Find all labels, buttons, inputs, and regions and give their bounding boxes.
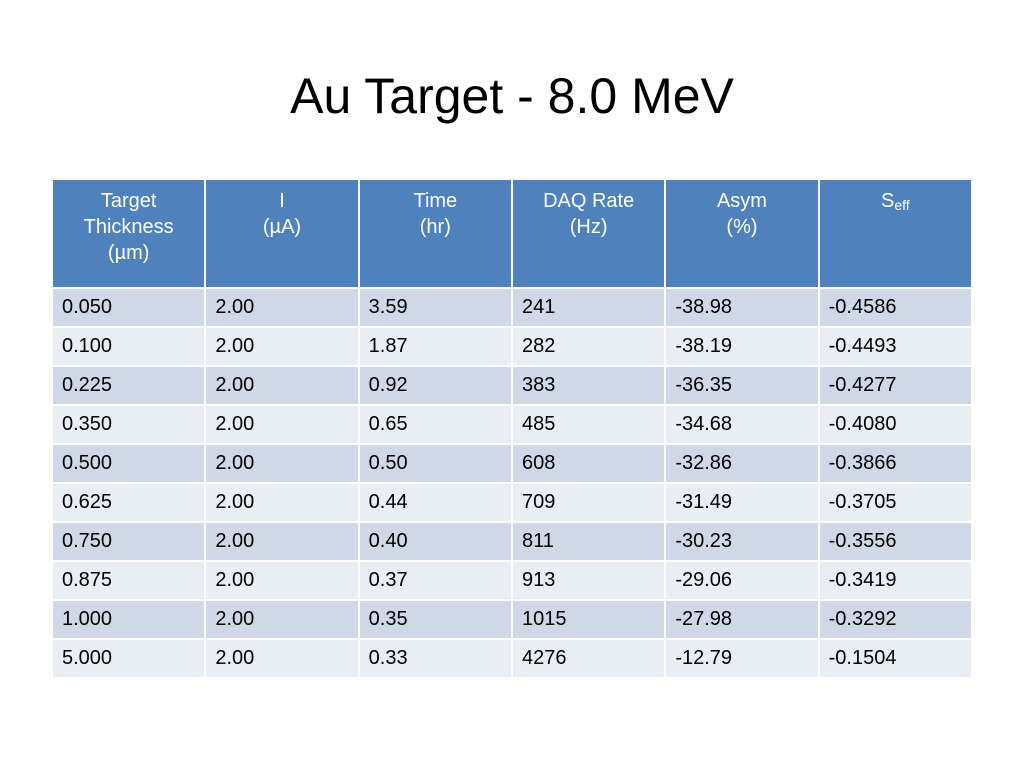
cell-s-eff: -0.4586 [817, 287, 974, 328]
cell-target-thickness: 0.225 [50, 365, 207, 406]
cell-time: 1.87 [357, 326, 513, 367]
cell-asym: -27.98 [664, 599, 820, 640]
table-row: 0.500 2.00 0.50 608 -32.86 -0.3866 [50, 443, 974, 484]
cell-time: 3.59 [357, 287, 513, 328]
cell-asym: -38.19 [664, 326, 820, 367]
cell-asym: -32.86 [664, 443, 820, 484]
cell-target-thickness: 0.625 [50, 482, 207, 523]
cell-daq-rate: 709 [510, 482, 667, 523]
cell-time: 0.35 [357, 599, 513, 640]
cell-time: 0.44 [357, 482, 513, 523]
table-row: 0.875 2.00 0.37 913 -29.06 -0.3419 [50, 560, 974, 601]
table-header: Target Thickness (µm) I (µA) Time (hr) D… [50, 178, 974, 289]
cell-daq-rate: 4276 [510, 638, 667, 679]
cell-daq-rate: 1015 [510, 599, 667, 640]
cell-s-eff: -0.3292 [817, 599, 974, 640]
cell-target-thickness: 0.050 [50, 287, 207, 328]
cell-daq-rate: 241 [510, 287, 667, 328]
cell-s-eff: -0.3419 [817, 560, 974, 601]
table-row: 0.350 2.00 0.65 485 -34.68 -0.4080 [50, 404, 974, 445]
cell-target-thickness: 1.000 [50, 599, 207, 640]
table-row: 1.000 2.00 0.35 1015 -27.98 -0.3292 [50, 599, 974, 640]
header-line: I [279, 190, 285, 212]
col-header-target-thickness: Target Thickness (µm) [50, 178, 207, 289]
cell-daq-rate: 485 [510, 404, 667, 445]
cell-target-thickness: 0.100 [50, 326, 207, 367]
header-line: Target [100, 190, 157, 212]
header-line: Asym [716, 190, 767, 212]
cell-time: 0.65 [357, 404, 513, 445]
cell-s-eff: -0.4277 [817, 365, 974, 406]
table-row: 5.000 2.00 0.33 4276 -12.79 -0.1504 [50, 638, 974, 679]
cell-time: 0.40 [357, 521, 513, 562]
cell-s-eff: -0.4493 [817, 326, 974, 367]
cell-asym: -12.79 [664, 638, 820, 679]
cell-current: 2.00 [204, 482, 360, 523]
cell-time: 0.92 [357, 365, 513, 406]
cell-s-eff: -0.1504 [817, 638, 974, 679]
header-line: DAQ Rate [543, 190, 635, 212]
col-header-s-eff: Seff [817, 178, 974, 289]
cell-target-thickness: 0.350 [50, 404, 207, 445]
header-line: Time [413, 190, 458, 212]
cell-daq-rate: 811 [510, 521, 667, 562]
cell-asym: -30.23 [664, 521, 820, 562]
cell-target-thickness: 0.875 [50, 560, 207, 601]
cell-current: 2.00 [204, 326, 360, 367]
cell-daq-rate: 383 [510, 365, 667, 406]
header-line: (µA) [262, 216, 302, 238]
cell-current: 2.00 [204, 287, 360, 328]
cell-asym: -36.35 [664, 365, 820, 406]
cell-time: 0.50 [357, 443, 513, 484]
cell-current: 2.00 [204, 560, 360, 601]
data-table: Target Thickness (µm) I (µA) Time (hr) D… [50, 178, 974, 679]
table-row: 0.625 2.00 0.44 709 -31.49 -0.3705 [50, 482, 974, 523]
header-line: (µm) [107, 242, 150, 264]
cell-target-thickness: 0.500 [50, 443, 207, 484]
cell-time: 0.37 [357, 560, 513, 601]
col-header-asym: Asym (%) [664, 178, 820, 289]
header-row: Target Thickness (µm) I (µA) Time (hr) D… [50, 178, 974, 289]
cell-daq-rate: 913 [510, 560, 667, 601]
cell-target-thickness: 5.000 [50, 638, 207, 679]
cell-time: 0.33 [357, 638, 513, 679]
cell-daq-rate: 608 [510, 443, 667, 484]
cell-asym: -34.68 [664, 404, 820, 445]
cell-current: 2.00 [204, 365, 360, 406]
cell-current: 2.00 [204, 599, 360, 640]
slide-title: Au Target - 8.0 MeV [290, 68, 734, 124]
cell-s-eff: -0.4080 [817, 404, 974, 445]
table-row: 0.100 2.00 1.87 282 -38.19 -0.4493 [50, 326, 974, 367]
cell-current: 2.00 [204, 521, 360, 562]
table-row: 0.225 2.00 0.92 383 -36.35 -0.4277 [50, 365, 974, 406]
header-subscript: eff [894, 197, 910, 213]
header-main-text: S [880, 190, 895, 212]
cell-current: 2.00 [204, 638, 360, 679]
table-row: 0.750 2.00 0.40 811 -30.23 -0.3556 [50, 521, 974, 562]
cell-current: 2.00 [204, 443, 360, 484]
cell-target-thickness: 0.750 [50, 521, 207, 562]
col-header-time: Time (hr) [357, 178, 513, 289]
table-body: 0.050 2.00 3.59 241 -38.98 -0.4586 0.100 2.00 1.… [50, 287, 974, 679]
header-line: (%) [726, 216, 758, 238]
header-line: Thickness [83, 216, 174, 238]
col-header-daq-rate: DAQ Rate (Hz) [510, 178, 667, 289]
header-line: (hr) [419, 216, 451, 238]
cell-asym: -31.49 [664, 482, 820, 523]
cell-s-eff: -0.3556 [817, 521, 974, 562]
cell-s-eff: -0.3866 [817, 443, 974, 484]
cell-asym: -29.06 [664, 560, 820, 601]
table-row: 0.050 2.00 3.59 241 -38.98 -0.4586 [50, 287, 974, 328]
cell-s-eff: -0.3705 [817, 482, 974, 523]
header-line: (Hz) [569, 216, 608, 238]
col-header-current: I (µA) [204, 178, 360, 289]
cell-daq-rate: 282 [510, 326, 667, 367]
cell-current: 2.00 [204, 404, 360, 445]
cell-asym: -38.98 [664, 287, 820, 328]
